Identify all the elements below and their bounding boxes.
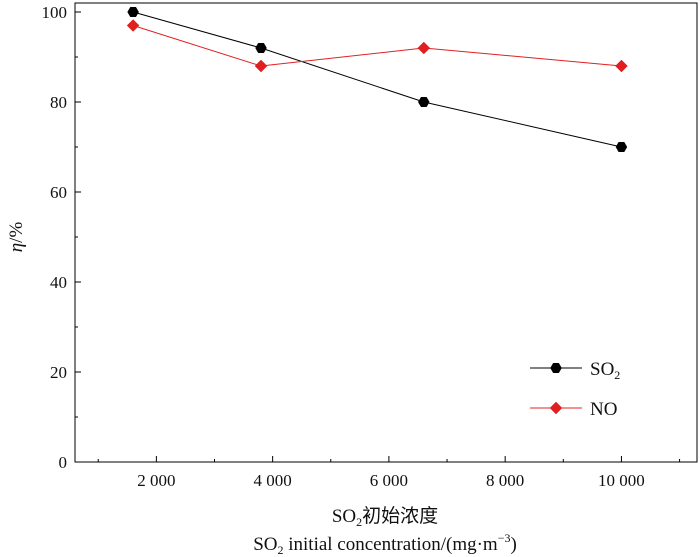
- y-tick-label: 100: [42, 3, 68, 22]
- data-point: [417, 41, 431, 55]
- x-tick-label: 2 000: [137, 471, 175, 490]
- chart-series: [126, 6, 628, 153]
- y-tick-label: 80: [50, 93, 67, 112]
- y-tick-label: 40: [50, 273, 67, 292]
- series-so: [127, 6, 628, 153]
- data-point: [418, 96, 430, 108]
- data-point: [615, 59, 628, 73]
- legend-marker: [549, 401, 563, 415]
- data-point: [127, 6, 139, 18]
- y-axis-title: η/%: [6, 222, 27, 253]
- x-axis-title-english: SO2 initial concentration/(mg·m−3): [253, 531, 517, 557]
- data-point: [615, 141, 628, 153]
- x-tick-label: 8 000: [486, 471, 524, 490]
- x-tick-label: 6 000: [370, 471, 408, 490]
- x-tick-label: 10 000: [598, 471, 645, 490]
- y-tick-label: 60: [50, 183, 67, 202]
- legend-marker: [550, 362, 562, 374]
- data-point: [255, 42, 267, 54]
- series-line: [132, 11, 622, 148]
- series-no: [126, 19, 628, 73]
- data-point: [254, 59, 268, 73]
- x-tick-label: 4 000: [254, 471, 292, 490]
- chart-legend: SO2 NO: [530, 359, 620, 420]
- y-tick-label: 0: [59, 453, 68, 472]
- series-line: [132, 25, 622, 67]
- legend-label: NO: [590, 399, 617, 420]
- x-axis-title-chinese: SO2初始浓度: [332, 505, 438, 529]
- plot-frame: [74, 2, 698, 463]
- y-tick-label: 20: [50, 363, 67, 382]
- legend-label: SO2: [590, 359, 620, 382]
- chart-axes: 0 20 40 60 80 100 2 000 4 000 6 000 8 000 10 000: [42, 2, 698, 490]
- data-point: [126, 19, 140, 32]
